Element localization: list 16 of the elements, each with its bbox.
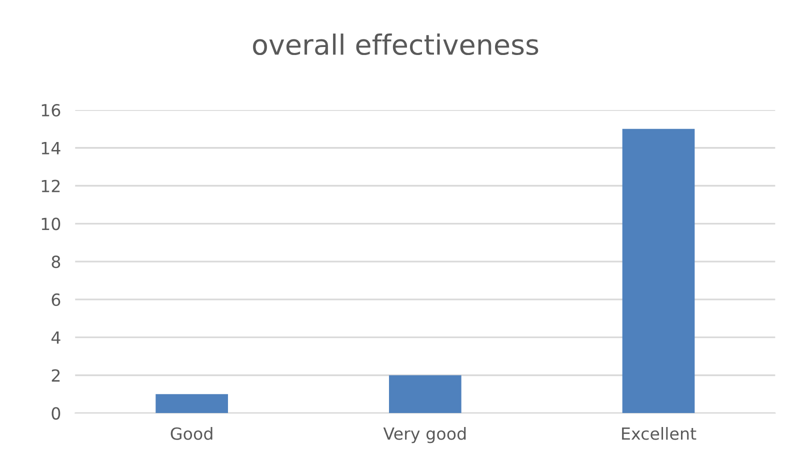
y-tick-label: 8 xyxy=(52,256,60,268)
bar xyxy=(388,375,462,414)
x-tick-label: Good xyxy=(170,427,212,440)
x-tick-label: Very good xyxy=(383,427,466,444)
x-tick-label: Excellent xyxy=(622,427,696,440)
y-tick-label: 12 xyxy=(42,180,60,192)
y-tick-label: 10 xyxy=(42,218,60,230)
y-tick-label: 16 xyxy=(42,104,60,117)
y-tick-label: 4 xyxy=(51,332,60,344)
chart-title: overall effectiveness xyxy=(253,34,538,56)
y-tick-label: 6 xyxy=(52,293,60,306)
bar xyxy=(156,394,228,414)
y-tick-label: 14 xyxy=(42,142,60,154)
bar xyxy=(622,128,695,414)
y-tick-label: 0 xyxy=(52,407,60,420)
y-tick-label: 2 xyxy=(52,369,60,382)
